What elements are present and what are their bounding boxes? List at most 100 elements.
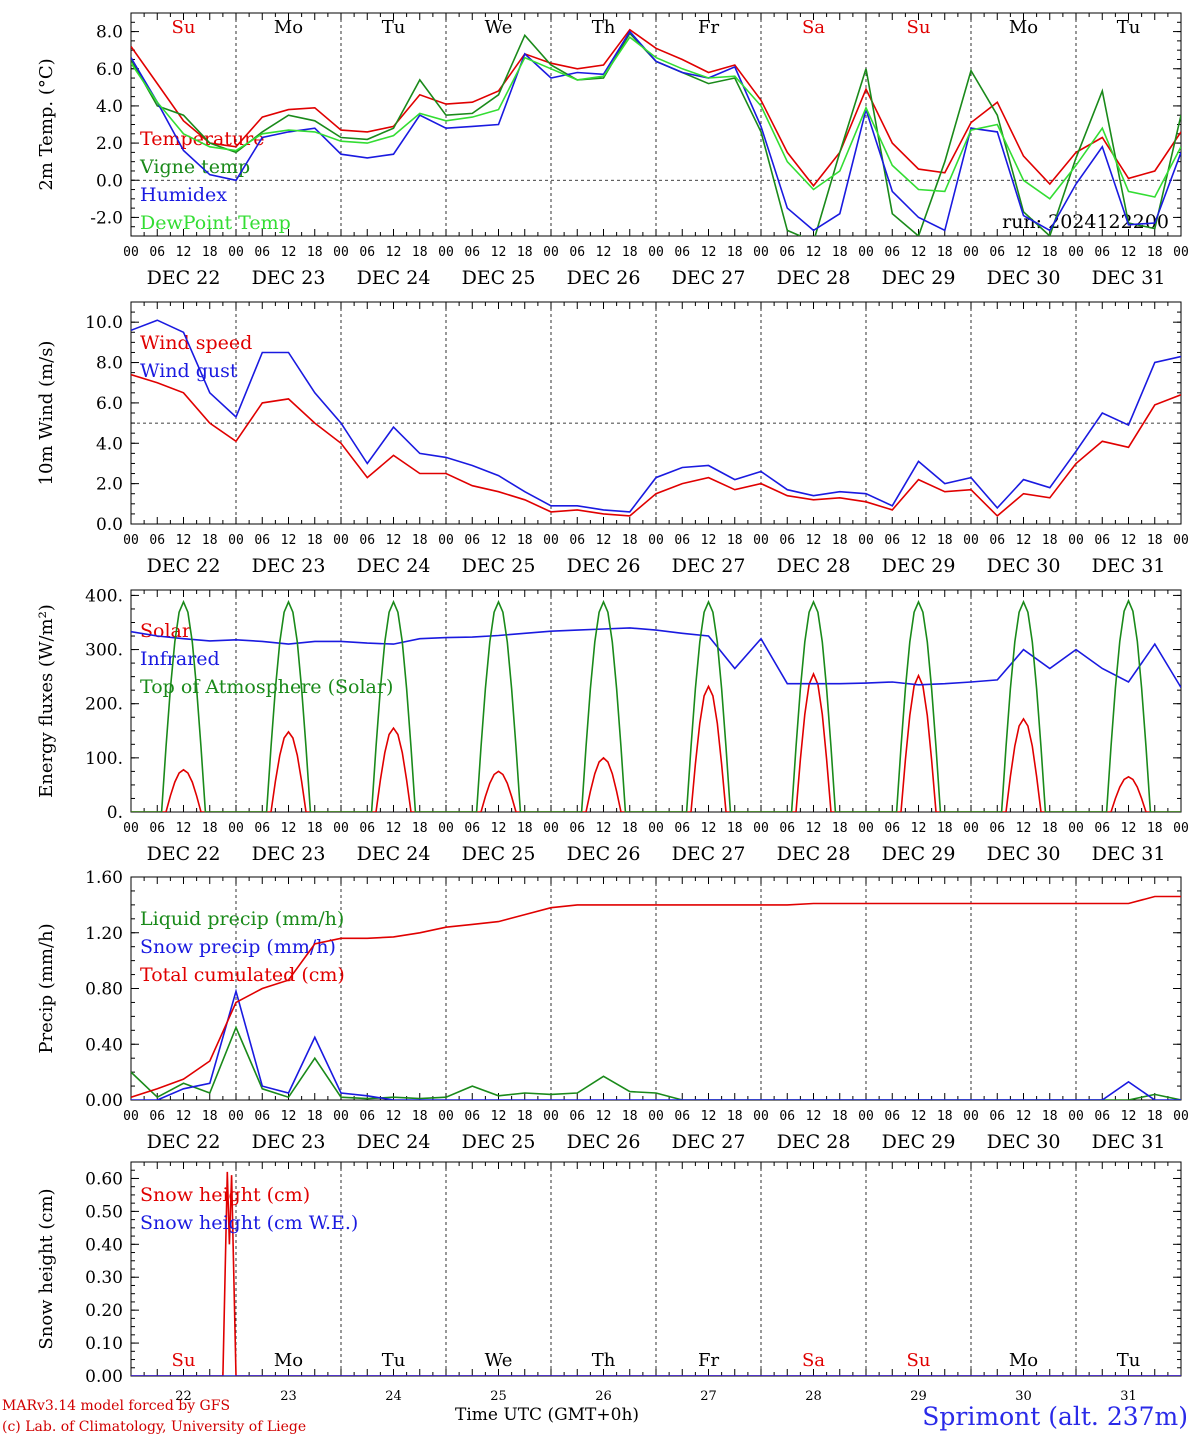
hour-tick-label: 00 [858, 245, 874, 260]
day-number-label: 29 [910, 1389, 927, 1404]
y-tick-label: 1.20 [85, 924, 123, 944]
day-number-label: 26 [595, 1389, 612, 1404]
hour-tick-label: 00 [228, 533, 244, 548]
hour-tick-label: 06 [254, 1109, 270, 1124]
hour-tick-label: 06 [254, 533, 270, 548]
x-axis-title: Time UTC (GMT+0h) [455, 1405, 640, 1425]
y-tick-label: -2.0 [90, 208, 123, 228]
hour-tick-label: 12 [596, 533, 612, 548]
credit-lab: (c) Lab. of Climatology, University of L… [2, 1419, 307, 1435]
hour-tick-label: 00 [648, 1109, 664, 1124]
date-label: DEC 24 [357, 1131, 431, 1153]
hour-tick-label: 00 [1068, 533, 1084, 548]
date-label: DEC 26 [567, 843, 641, 865]
hour-tick-label: 00 [333, 245, 349, 260]
credit-model: MARv3.14 model forced by GFS [2, 1398, 231, 1414]
date-label: DEC 22 [147, 843, 221, 865]
hour-tick-label: 12 [1016, 1109, 1032, 1124]
date-label: DEC 22 [147, 555, 221, 577]
weekday-label: Mo [274, 1350, 303, 1371]
date-label: DEC 25 [462, 843, 536, 865]
series-line-infrared [131, 627, 1181, 688]
hour-tick-label: 12 [176, 821, 192, 836]
hour-tick-label: 18 [832, 245, 848, 260]
hour-tick-label: 18 [517, 1109, 533, 1124]
hour-tick-label: 06 [149, 245, 165, 260]
hour-tick-label: 12 [596, 1109, 612, 1124]
date-label: DEC 26 [567, 555, 641, 577]
y-tick-label: 8.0 [96, 354, 123, 374]
hour-tick-label: 06 [359, 821, 375, 836]
hour-tick-label: 06 [569, 821, 585, 836]
hour-tick-label: 06 [674, 1109, 690, 1124]
hour-tick-label: 18 [1147, 533, 1163, 548]
day-number-label: 24 [385, 1389, 402, 1404]
legend-entry: Total cumulated (cm) [140, 964, 345, 986]
y-tick-label: 8.0 [96, 23, 123, 43]
hour-tick-label: 18 [622, 821, 638, 836]
y-tick-label: 2.0 [96, 134, 123, 154]
weekday-label: Tu [1117, 17, 1141, 38]
hour-tick-label: 00 [438, 1109, 454, 1124]
hour-tick-label: 12 [596, 245, 612, 260]
hour-tick-label: 00 [963, 821, 979, 836]
series-line-vigne-temp [131, 32, 1181, 236]
legend-entry: Snow precip (mm/h) [140, 936, 336, 958]
date-label: DEC 29 [882, 1131, 956, 1153]
series-line-wind-gust [131, 319, 1181, 513]
hour-tick-label: 00 [438, 245, 454, 260]
hour-tick-label: 12 [911, 533, 927, 548]
date-label: DEC 30 [987, 267, 1061, 289]
hour-tick-label: 06 [884, 533, 900, 548]
hour-tick-label: 18 [517, 821, 533, 836]
hour-tick-label: 06 [569, 245, 585, 260]
hour-tick-label: 00 [648, 245, 664, 260]
hour-tick-label: 00 [753, 533, 769, 548]
hour-tick-label: 12 [176, 245, 192, 260]
hour-tick-label: 06 [1094, 1109, 1110, 1124]
hour-tick-label: 18 [832, 533, 848, 548]
hour-tick-label: 06 [149, 821, 165, 836]
hour-tick-label: 12 [1121, 1109, 1137, 1124]
hour-tick-label: 18 [412, 245, 428, 260]
legend-entry: Solar [140, 620, 192, 642]
date-label: DEC 31 [1092, 555, 1166, 577]
y-tick-label: 0.10 [85, 1334, 123, 1354]
hour-tick-label: 18 [307, 245, 323, 260]
hour-tick-label: 06 [359, 245, 375, 260]
hour-tick-label: 06 [464, 245, 480, 260]
hour-tick-label: 06 [149, 533, 165, 548]
day-number-label: 30 [1015, 1389, 1032, 1404]
day-number-label: 31 [1120, 1389, 1137, 1404]
weekday-label: Fr [698, 17, 719, 38]
hour-tick-label: 18 [727, 245, 743, 260]
weekday-label: Su [907, 1350, 931, 1371]
date-label: DEC 28 [777, 267, 851, 289]
hour-tick-label: 00 [1173, 245, 1189, 260]
series-line-temperature [131, 28, 1181, 188]
date-label: DEC 31 [1092, 267, 1166, 289]
date-label: DEC 30 [987, 1131, 1061, 1153]
hour-tick-label: 00 [963, 533, 979, 548]
hour-tick-label: 00 [123, 245, 139, 260]
hour-tick-label: 06 [674, 821, 690, 836]
hour-tick-label: 12 [911, 1109, 927, 1124]
hour-tick-label: 18 [412, 533, 428, 548]
hour-tick-label: 18 [937, 821, 953, 836]
hour-tick-label: 12 [701, 821, 717, 836]
y-tick-label: 300. [85, 641, 123, 661]
series-line-top-of-atmosphere-solar- [131, 598, 1181, 812]
hour-tick-label: 06 [1094, 245, 1110, 260]
hour-tick-label: 12 [176, 1109, 192, 1124]
hour-tick-label: 00 [963, 245, 979, 260]
hour-tick-label: 18 [937, 1109, 953, 1124]
weekday-label: Fr [698, 1350, 719, 1371]
series-line-wind-speed [131, 373, 1181, 517]
hour-tick-label: 06 [989, 245, 1005, 260]
legend-entry: Liquid precip (mm/h) [140, 908, 344, 930]
date-label: DEC 30 [987, 555, 1061, 577]
hour-tick-label: 06 [569, 1109, 585, 1124]
hour-tick-label: 18 [202, 245, 218, 260]
y-tick-label: 0.20 [85, 1301, 123, 1321]
day-number-label: 28 [805, 1389, 822, 1404]
